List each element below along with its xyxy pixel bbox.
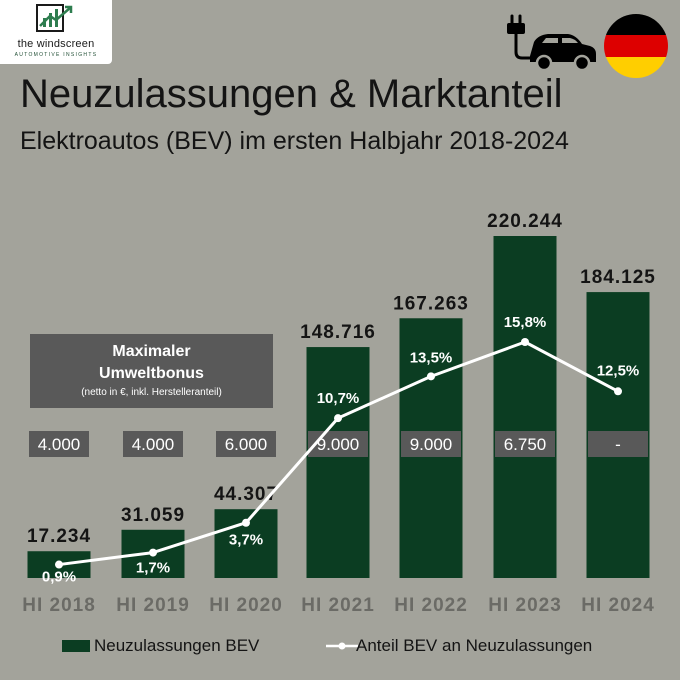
bar xyxy=(306,347,370,578)
bonus-value-box xyxy=(588,431,648,457)
brand-name: the windscreen xyxy=(17,38,95,50)
category-label: HI 2024 xyxy=(581,595,655,616)
bonus-note: (netto in €, inkl. Herstelleranteil) xyxy=(81,387,222,398)
legend-line-swatch xyxy=(326,642,358,650)
share-label: 10,7% xyxy=(317,390,360,407)
brand-logo: the windscreen AUTOMOTIVE INSIGHTS xyxy=(0,0,112,64)
legend-line-label: Anteil BEV an Neuzulassungen xyxy=(356,636,593,655)
bonus-value-box xyxy=(123,431,183,457)
category-label: HI 2020 xyxy=(209,595,283,616)
chart-logo-icon xyxy=(36,4,73,32)
legend-bar-swatch xyxy=(62,640,90,652)
category-label: HI 2019 xyxy=(116,595,190,616)
category-label: HI 2022 xyxy=(394,595,468,616)
share-label: 3,7% xyxy=(229,532,263,549)
bar-value-label: 167.263 xyxy=(393,293,469,314)
share-point xyxy=(334,414,342,423)
share-point xyxy=(427,372,435,381)
bar-value-label: 17.234 xyxy=(27,526,91,547)
share-point xyxy=(242,518,250,527)
bar xyxy=(493,236,557,578)
bonus-value-box xyxy=(308,431,368,457)
page-title: Neuzulassungen & Marktanteil xyxy=(20,72,563,116)
bar-value-label: 220.244 xyxy=(487,211,563,232)
bar-value-label: 184.125 xyxy=(580,267,656,288)
bonus-value-label: 6.000 xyxy=(225,435,268,454)
share-point xyxy=(521,338,529,346)
bonus-value-box xyxy=(401,431,461,457)
bonus-value-label: 4.000 xyxy=(132,435,175,454)
germany-flag-icon xyxy=(604,14,668,78)
bonus-value-label: 9.000 xyxy=(410,435,453,454)
category-label: HI 2021 xyxy=(301,595,375,616)
bonus-value-label: 6.750 xyxy=(504,435,547,454)
share-label: 1,7% xyxy=(136,560,170,577)
share-label: 0,9% xyxy=(42,569,76,586)
share-label: 12,5% xyxy=(597,362,640,379)
bonus-value-box xyxy=(495,431,555,457)
bonus-value-label: 9.000 xyxy=(317,435,360,454)
bonus-value-label: - xyxy=(615,435,621,454)
bonus-info-box: Maximaler Umweltbonus (netto in €, inkl.… xyxy=(30,334,273,408)
share-point xyxy=(149,548,157,557)
bonus-value-box xyxy=(216,431,276,457)
page-subtitle: Elektroautos (BEV) im ersten Halbjahr 20… xyxy=(20,127,569,155)
share-point xyxy=(614,387,622,396)
legend-bar-label: Neuzulassungen BEV xyxy=(94,636,260,655)
category-label: HI 2023 xyxy=(488,595,562,616)
bonus-title: Maximaler Umweltbonus xyxy=(99,343,204,382)
electric-car-icon xyxy=(507,14,596,72)
bonus-value-box xyxy=(29,431,89,457)
share-label: 13,5% xyxy=(410,349,453,366)
brand-tagline: AUTOMOTIVE INSIGHTS xyxy=(14,52,98,58)
share-point xyxy=(55,560,63,569)
share-label: 15,8% xyxy=(504,314,547,331)
bar-value-label: 31.059 xyxy=(121,505,185,526)
bar-value-label: 44.307 xyxy=(214,484,278,505)
category-label: HI 2018 xyxy=(22,595,96,616)
bonus-value-label: 4.000 xyxy=(38,435,81,454)
bar-value-label: 148.716 xyxy=(300,322,376,343)
